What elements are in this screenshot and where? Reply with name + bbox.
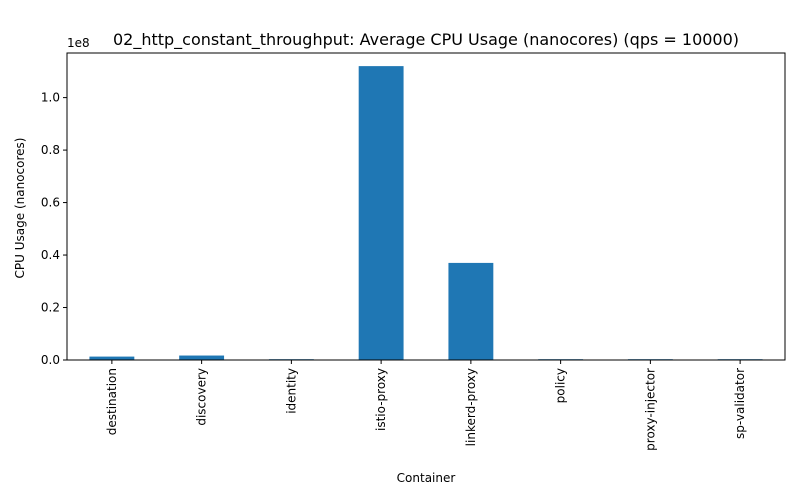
bar-linkerd-proxy bbox=[448, 262, 494, 360]
x-tick-label-policy: policy bbox=[554, 368, 568, 403]
chart-title: 02_http_constant_throughput: Average CPU… bbox=[113, 30, 739, 50]
y-axis-offset-label: 1e8 bbox=[67, 36, 90, 50]
y-tick-label: 0.0 bbox=[41, 353, 60, 367]
x-tick-label-identity: identity bbox=[284, 368, 298, 414]
y-tick-label: 0.4 bbox=[41, 248, 60, 262]
bar-destination bbox=[89, 356, 135, 360]
y-axis-label: CPU Usage (nanocores) bbox=[13, 138, 27, 279]
y-tick-label: 0.8 bbox=[41, 143, 60, 157]
y-tick-label: 0.2 bbox=[41, 301, 60, 315]
x-tick-label-destination: destination bbox=[105, 368, 119, 435]
x-tick-label-discovery: discovery bbox=[195, 368, 209, 426]
y-tick-label: 0.6 bbox=[41, 196, 60, 210]
bar-istio-proxy bbox=[358, 66, 404, 361]
axes-frame bbox=[66, 52, 786, 361]
x-tick-label-proxy-injector: proxy-injector bbox=[643, 368, 657, 451]
y-tick-label: 1.0 bbox=[41, 91, 60, 105]
x-tick-label-linkerd-proxy: linkerd-proxy bbox=[464, 368, 478, 446]
plot-area: 0.0 0.2 0.4 0.6 0.8 1.0 destination discovery id… bbox=[41, 52, 786, 451]
x-tick-label-sp-validator: sp-validator bbox=[733, 368, 747, 439]
x-axis-label: Container bbox=[397, 471, 456, 485]
bar-discovery bbox=[179, 355, 225, 360]
x-tick-label-istio-proxy: istio-proxy bbox=[374, 368, 388, 431]
